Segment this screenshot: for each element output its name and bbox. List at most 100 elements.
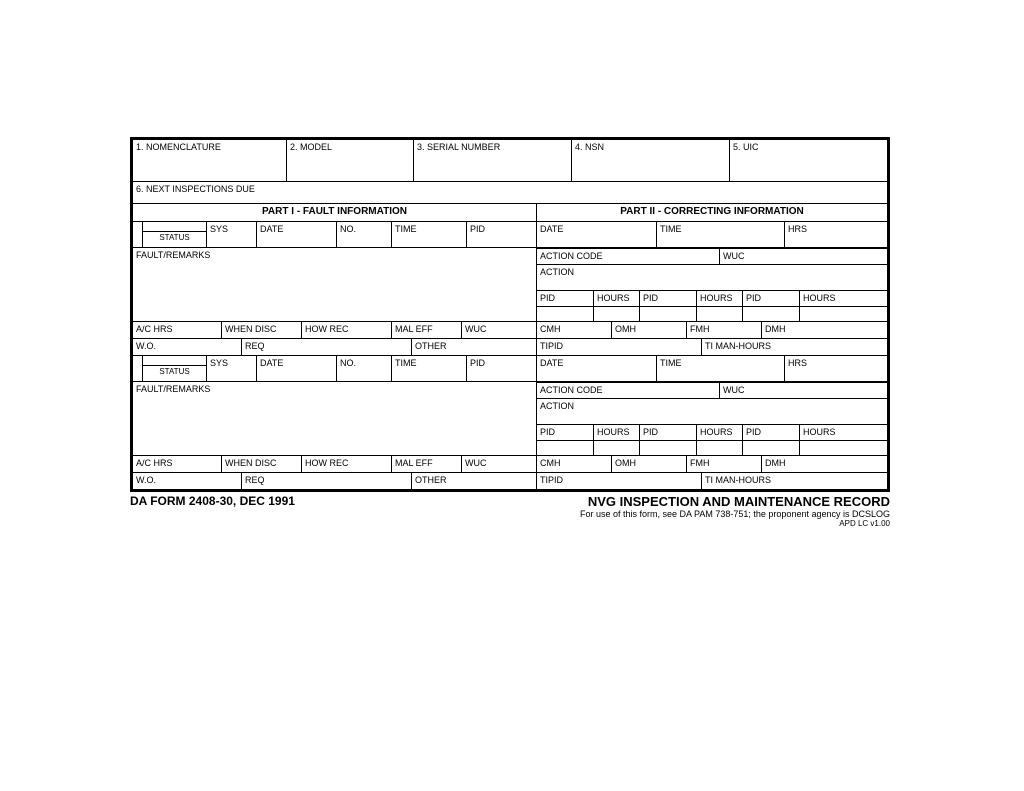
field-next-inspections: 6. NEXT INSPECTIONS DUE — [132, 182, 888, 204]
entry1-row1: STATUS SYS DATE NO. TIME PID DATE TIME H… — [132, 222, 888, 248]
p2b-hours1: HOURS — [594, 425, 640, 441]
action-code-label: ACTION CODE — [537, 248, 720, 265]
header-row-1: 1. NOMENCLATURE 2. MODEL 3. SERIAL NUMBE… — [132, 139, 888, 182]
header-row-2: 6. NEXT INSPECTIONS DUE — [132, 182, 888, 204]
other: OTHER — [412, 339, 537, 356]
fault-remarks-label: FAULT/REMARKS — [132, 248, 537, 322]
p2-hours2-val — [697, 307, 743, 322]
p2-hours3: HOURS — [800, 291, 888, 307]
dmh-2: DMH — [762, 456, 888, 473]
sys-label: SYS — [207, 222, 257, 248]
ac-hrs-2: A/C HRS — [132, 456, 222, 473]
time-label: TIME — [392, 222, 467, 248]
omh: OMH — [612, 322, 687, 339]
p2b-pid3: PID — [743, 425, 800, 441]
form-id: DA FORM 2408-30, DEC 1991 — [130, 494, 295, 508]
ti-man-hours-2: TI MAN-HOURS — [702, 473, 888, 490]
wo-2: W.O. — [132, 473, 242, 490]
field-model: 2. MODEL — [287, 139, 414, 182]
form-version: APD LC v1.00 — [580, 519, 890, 528]
status-cell: STATUS — [132, 222, 207, 248]
action-label-2: ACTION — [537, 399, 888, 425]
cmh-2: CMH — [537, 456, 612, 473]
sys-label-2: SYS — [207, 356, 257, 382]
entry2-row1: STATUS SYS DATE NO. TIME PID DATE TIME H… — [132, 356, 888, 382]
part2-header: PART II - CORRECTING INFORMATION — [537, 204, 888, 222]
wuc-label-2: WUC — [720, 382, 888, 399]
field-nomenclature: 1. NOMENCLATURE — [132, 139, 287, 182]
no-label-2: NO. — [337, 356, 392, 382]
status-cell-2: STATUS — [132, 356, 207, 382]
wo: W.O. — [132, 339, 242, 356]
entry1-row4: W.O. REQ OTHER TIPID TI MAN-HOURS — [132, 339, 888, 356]
wuc2-2: WUC — [462, 456, 537, 473]
tipid-2: TIPID — [537, 473, 702, 490]
cmh: CMH — [537, 322, 612, 339]
p2-date-label-2: DATE — [537, 356, 657, 382]
footer: DA FORM 2408-30, DEC 1991 NVG INSPECTION… — [130, 494, 890, 528]
p2-pid1-val — [537, 307, 594, 322]
when-disc-2: WHEN DISC — [222, 456, 302, 473]
status-label: STATUS — [143, 232, 206, 243]
p2-date-label: DATE — [537, 222, 657, 248]
form-subtitle: For use of this form, see DA PAM 738-751… — [580, 509, 890, 519]
req: REQ — [242, 339, 412, 356]
ti-man-hours: TI MAN-HOURS — [702, 339, 888, 356]
action-code-label-2: ACTION CODE — [537, 382, 720, 399]
wuc2: WUC — [462, 322, 537, 339]
p2b-hours2: HOURS — [697, 425, 743, 441]
status-label-2: STATUS — [143, 366, 206, 377]
p2-pid3: PID — [743, 291, 800, 307]
p2-hours2: HOURS — [697, 291, 743, 307]
fault-remarks-label-2: FAULT/REMARKS — [132, 382, 537, 456]
p2-time-label-2: TIME — [657, 356, 785, 382]
p2b-pid2: PID — [640, 425, 697, 441]
entry2-row4: W.O. REQ OTHER TIPID TI MAN-HOURS — [132, 473, 888, 490]
mal-eff: MAL EFF — [392, 322, 462, 339]
p2-pid2: PID — [640, 291, 697, 307]
how-rec-2: HOW REC — [302, 456, 392, 473]
field-nsn: 4. NSN — [572, 139, 730, 182]
form-border: 1. NOMENCLATURE 2. MODEL 3. SERIAL NUMBE… — [130, 137, 890, 492]
field-uic: 5. UIC — [730, 139, 888, 182]
p2-hours1-val — [594, 307, 640, 322]
p2b-pid1: PID — [537, 425, 594, 441]
ac-hrs: A/C HRS — [132, 322, 222, 339]
how-rec: HOW REC — [302, 322, 392, 339]
entry1-row2: FAULT/REMARKS ACTION CODE WUC ACTION PID… — [132, 248, 888, 322]
p2-hrs-label: HRS — [785, 222, 888, 248]
part1-header: PART I - FAULT INFORMATION — [132, 204, 537, 222]
entry2-row2: FAULT/REMARKS ACTION CODE WUC ACTION PID… — [132, 382, 888, 456]
dmh: DMH — [762, 322, 888, 339]
p2b-hours3: HOURS — [800, 425, 888, 441]
no-label: NO. — [337, 222, 392, 248]
pid-label-2: PID — [467, 356, 537, 382]
form-container: 1. NOMENCLATURE 2. MODEL 3. SERIAL NUMBE… — [130, 137, 890, 528]
p2-hrs-label-2: HRS — [785, 356, 888, 382]
when-disc: WHEN DISC — [222, 322, 302, 339]
p2-pid2-val — [640, 307, 697, 322]
time-label-2: TIME — [392, 356, 467, 382]
date-label-2: DATE — [257, 356, 337, 382]
entry1-row3: A/C HRS WHEN DISC HOW REC MAL EFF WUC CM… — [132, 322, 888, 339]
fmh-2: FMH — [687, 456, 762, 473]
p2-time-label: TIME — [657, 222, 785, 248]
p2-pid3-val — [743, 307, 800, 322]
fmh: FMH — [687, 322, 762, 339]
p2-pid1: PID — [537, 291, 594, 307]
action-label: ACTION — [537, 265, 888, 291]
tipid: TIPID — [537, 339, 702, 356]
omh-2: OMH — [612, 456, 687, 473]
pid-label: PID — [467, 222, 537, 248]
p2-hours1: HOURS — [594, 291, 640, 307]
field-serial: 3. SERIAL NUMBER — [414, 139, 572, 182]
form-title: NVG INSPECTION AND MAINTENANCE RECORD — [580, 494, 890, 509]
date-label: DATE — [257, 222, 337, 248]
req-2: REQ — [242, 473, 412, 490]
entry2-row3: A/C HRS WHEN DISC HOW REC MAL EFF WUC CM… — [132, 456, 888, 473]
p2-hours3-val — [800, 307, 888, 322]
mal-eff-2: MAL EFF — [392, 456, 462, 473]
other-2: OTHER — [412, 473, 537, 490]
wuc-label: WUC — [720, 248, 888, 265]
part-headers: PART I - FAULT INFORMATION PART II - COR… — [132, 204, 888, 222]
